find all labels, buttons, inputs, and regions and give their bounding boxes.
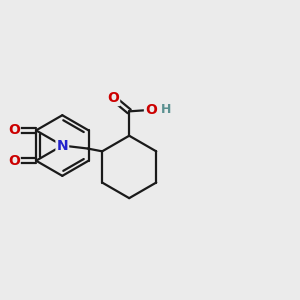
Text: H: H xyxy=(161,103,171,116)
Text: O: O xyxy=(8,154,20,168)
Text: O: O xyxy=(107,91,119,105)
Text: O: O xyxy=(8,123,20,137)
Text: O: O xyxy=(145,103,157,117)
Text: N: N xyxy=(56,139,68,152)
